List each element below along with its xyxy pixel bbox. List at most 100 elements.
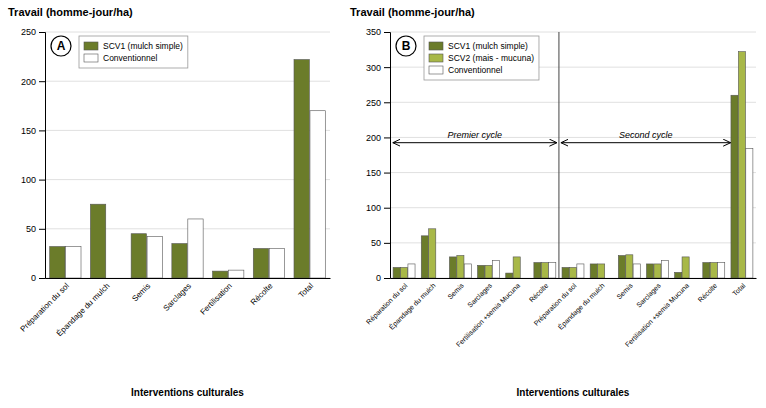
tick-label: Total	[731, 282, 747, 298]
legend-label: SCV2 (mais - mucuna)	[448, 53, 534, 63]
bar	[618, 256, 625, 278]
tick-label: Récolte	[249, 281, 275, 307]
bar	[90, 204, 105, 278]
bar	[506, 273, 513, 278]
y-axis: 050100150200250	[21, 27, 46, 283]
tick-label: 350	[366, 27, 381, 37]
bar-series	[393, 95, 738, 278]
tick-label: 150	[366, 168, 381, 178]
tick: Sarclages	[466, 278, 494, 310]
tick-mark	[384, 173, 390, 174]
tick: 250	[21, 27, 45, 37]
tick-label: Sarclages	[466, 282, 494, 310]
legend-swatch	[429, 54, 443, 62]
tick-mark	[39, 229, 45, 230]
tick: 0	[376, 273, 390, 283]
tick: 200	[21, 77, 45, 87]
bar	[401, 267, 408, 278]
panel-label-circle	[396, 36, 416, 56]
legend-swatch	[429, 42, 443, 50]
grid-line	[45, 32, 330, 33]
title: Travail (homme-jour/ha)	[350, 6, 475, 18]
bars	[50, 60, 326, 278]
grid-line	[390, 102, 756, 103]
tick-mark	[384, 208, 390, 209]
bar	[294, 60, 309, 278]
tick-mark	[384, 278, 390, 279]
tick: Épandage du mulch	[556, 278, 606, 332]
bar	[626, 255, 633, 278]
tick: 0	[31, 273, 45, 283]
bar	[253, 248, 268, 278]
tick: Épandage du mulch	[387, 278, 437, 332]
tick-mark	[384, 137, 390, 138]
bar	[449, 257, 456, 278]
x-axis: Préparation du solÉpandage du mulchSemis…	[19, 278, 331, 338]
tick-label: 100	[21, 175, 36, 185]
bar	[703, 263, 710, 278]
tick-label: 0	[376, 273, 381, 283]
grid-line	[45, 130, 330, 131]
tick-mark	[384, 102, 390, 103]
cycle-arrow	[393, 142, 557, 143]
tick-label: Épandage du mulch	[556, 281, 606, 331]
legend-swatch	[84, 42, 98, 50]
chart-root: 0 50 100 150 200 250 Préparation du solÉpandag…	[0, 0, 766, 408]
tick-mark	[384, 32, 390, 33]
panel-label: A	[51, 36, 71, 56]
bar	[598, 264, 605, 278]
tick: Fertilisation	[198, 278, 233, 317]
legend-swatch	[84, 54, 98, 62]
cycle-arrow	[561, 142, 731, 143]
bar	[106, 278, 121, 279]
legend-item: SCV2 (mais - mucuna)	[429, 53, 534, 63]
tick-label: 200	[21, 77, 36, 87]
bar	[689, 278, 696, 279]
tick-label: 50	[371, 238, 381, 248]
tick-mark	[39, 278, 45, 279]
bar	[549, 263, 556, 278]
tick: 200	[366, 133, 390, 143]
legend-frame	[79, 36, 188, 68]
grid-line	[45, 81, 330, 82]
tick-mark	[39, 81, 45, 82]
tick-label: Sarclages	[161, 281, 193, 313]
tick-label: 100	[366, 203, 381, 213]
bar	[710, 263, 717, 278]
grid-line	[45, 228, 330, 229]
grid-line	[45, 278, 330, 279]
bar	[393, 267, 400, 278]
tick: 100	[21, 175, 45, 185]
bar	[605, 278, 612, 279]
panel-label-circle	[51, 36, 71, 56]
title: Travail (homme-jour/ha)	[8, 6, 133, 18]
legend-item: SCV1 (mulch simple)	[429, 41, 528, 51]
bar	[408, 264, 415, 278]
bar	[147, 237, 162, 278]
bar	[569, 267, 576, 278]
bar	[541, 263, 548, 278]
tick: 100	[366, 203, 390, 213]
bar	[534, 263, 541, 278]
grid-line	[390, 207, 756, 208]
tick-label: 200	[366, 133, 381, 143]
tick: Épandage du mulch	[55, 278, 112, 338]
axis-line	[46, 278, 331, 279]
divider	[558, 32, 559, 278]
bar	[731, 95, 738, 278]
panel-label: B	[396, 36, 416, 56]
annotation: Premier cycle	[448, 130, 503, 140]
tick: Fertilisation +semis Mucuna	[455, 278, 522, 348]
bar	[590, 264, 597, 278]
tick: 250	[366, 98, 390, 108]
axis-line	[39, 33, 46, 279]
axis-line	[391, 278, 757, 279]
tick: Sarclages	[635, 278, 663, 310]
bars	[393, 32, 753, 278]
bar	[229, 270, 244, 278]
bar	[521, 278, 528, 279]
bar	[577, 264, 584, 278]
grid-line	[390, 32, 756, 33]
grid	[45, 32, 330, 278]
tick-label: 0	[31, 273, 36, 283]
